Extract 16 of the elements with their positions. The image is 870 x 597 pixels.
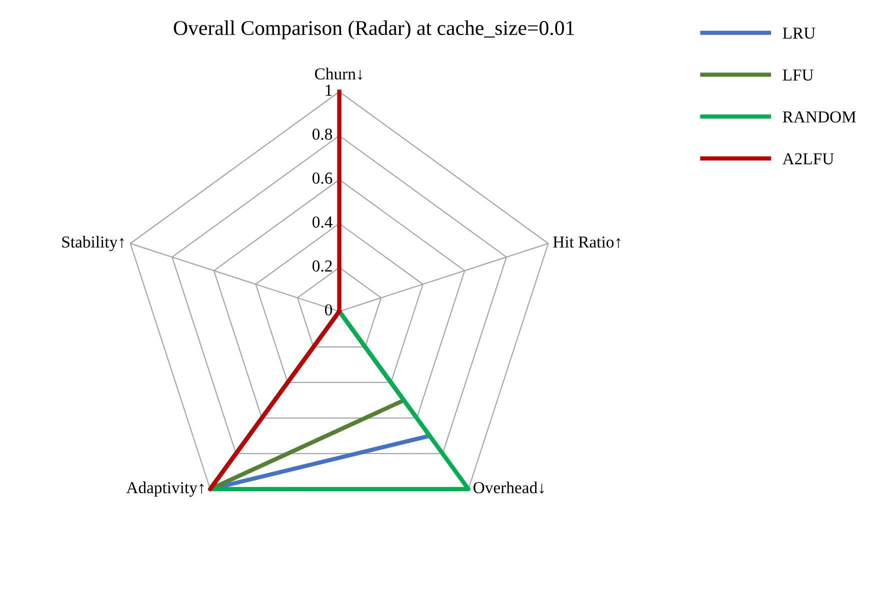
spoke-label: Stability↑ bbox=[62, 236, 124, 252]
spoke-label: Hit Ratio↑ bbox=[553, 236, 620, 248]
y-tick-label: 1 bbox=[326, 84, 332, 96]
y-tick-label: 0.2 bbox=[312, 260, 332, 272]
spoke-label: Overhead↓ bbox=[474, 482, 544, 494]
spoke-label: Churn↓ bbox=[314, 68, 362, 80]
y-tick-label: 0 bbox=[325, 304, 332, 316]
legend-label: A2LFU bbox=[782, 153, 834, 164]
spoke-label: Adaptivity↑ bbox=[126, 482, 204, 497]
y-tick-label: 0.8 bbox=[312, 128, 332, 140]
chart-title: Overall Comparison (Radar) at cache_size=0.01 bbox=[174, 20, 574, 40]
legend-label: LRU bbox=[782, 28, 816, 39]
legend-label: LFU bbox=[782, 70, 814, 81]
y-tick-label: 0.6 bbox=[312, 172, 332, 184]
legend-label: RANDOM bbox=[782, 111, 856, 123]
y-tick-label: 0.4 bbox=[312, 216, 332, 228]
